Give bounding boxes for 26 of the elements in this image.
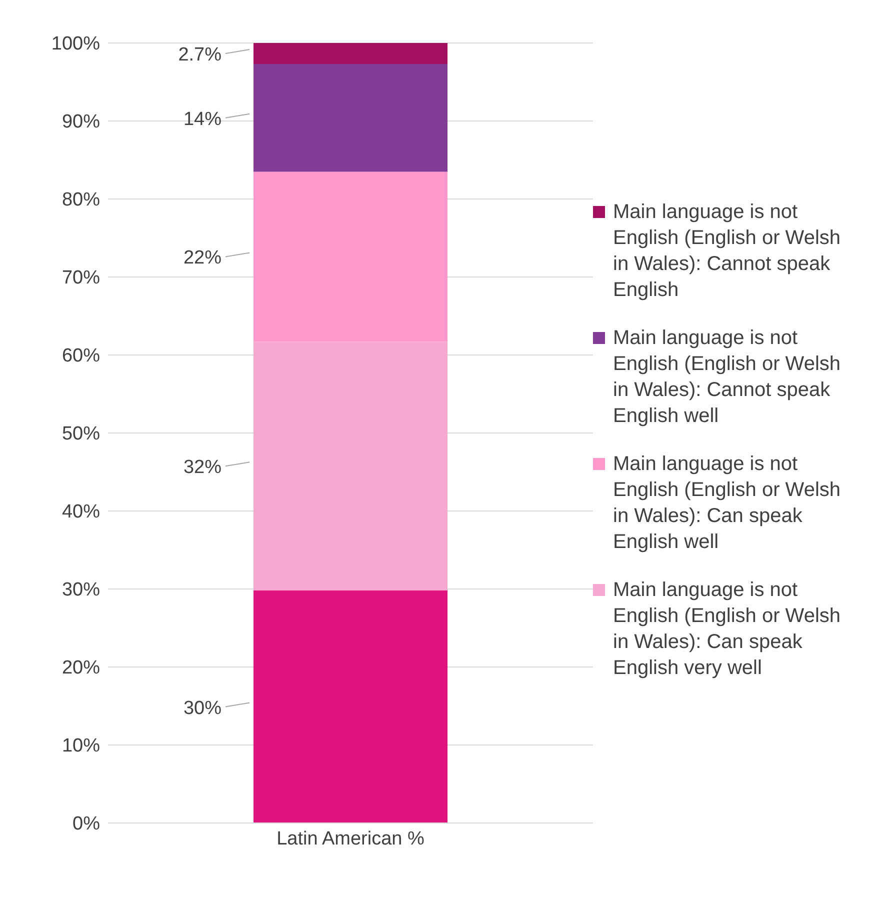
bar bbox=[254, 64, 448, 172]
y-tick-label: 30% bbox=[62, 580, 100, 601]
bar bbox=[254, 590, 448, 823]
bar bbox=[254, 342, 448, 591]
bar bbox=[254, 43, 448, 64]
legend-label: Main language is not English (English or Welsh in Wales): Cannot speak English bbox=[613, 200, 842, 302]
y-tick-label: 40% bbox=[62, 502, 100, 523]
y-tick-label: 0% bbox=[72, 814, 100, 835]
data-label: 32% bbox=[183, 457, 222, 478]
y-tick-label: 80% bbox=[62, 190, 100, 211]
data-label: 2.7% bbox=[178, 44, 222, 66]
legend-label: Main language is not English (English or Welsh in Wales): Can speak English very well bbox=[613, 578, 842, 680]
y-tick-label: 100% bbox=[51, 34, 100, 55]
data-label: 14% bbox=[183, 108, 222, 130]
legend-label: Main language is not English (English or Welsh in Wales): Can speak English well bbox=[613, 452, 842, 554]
data-label: 22% bbox=[183, 248, 222, 269]
y-tick-label: 20% bbox=[62, 658, 100, 679]
x-tick-label: Latin American % bbox=[276, 828, 425, 850]
y-tick-label: 10% bbox=[62, 736, 100, 757]
legend-label: Main language is not English (English or Welsh in Wales): Cannot speak English well bbox=[613, 326, 842, 428]
bar bbox=[254, 172, 448, 342]
data-label: 30% bbox=[183, 698, 222, 719]
y-tick-label: 90% bbox=[62, 112, 100, 133]
y-tick-label: 50% bbox=[62, 424, 100, 445]
y-tick-label: 70% bbox=[62, 268, 100, 289]
y-tick-label: 60% bbox=[62, 346, 100, 367]
